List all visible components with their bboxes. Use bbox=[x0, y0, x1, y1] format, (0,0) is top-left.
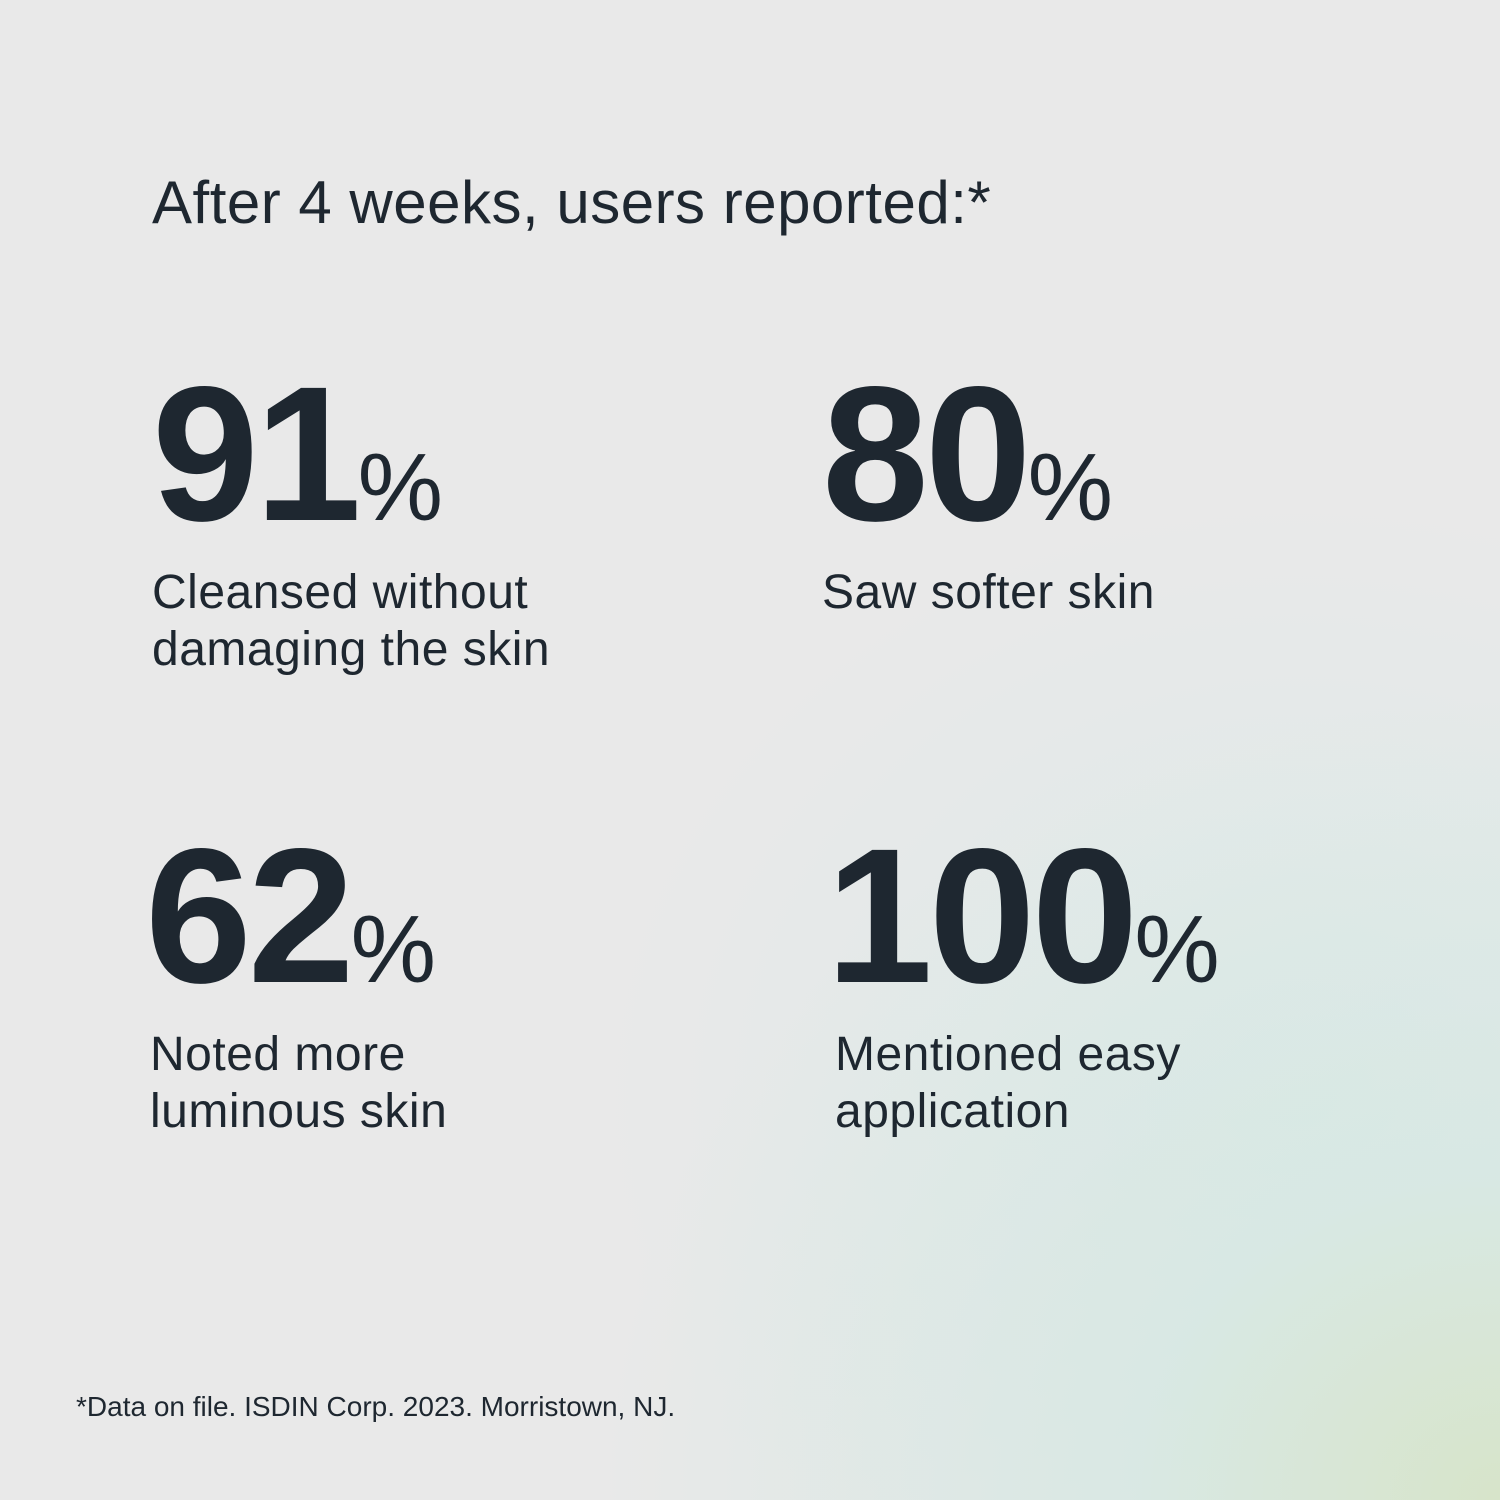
stat-value: 100% bbox=[826, 820, 1220, 1012]
stat-label-line: Saw softer skin bbox=[822, 566, 1155, 619]
stat-80: 80% Saw softer skin bbox=[822, 358, 1155, 621]
stat-unit: % bbox=[357, 434, 443, 541]
stat-value: 91% bbox=[152, 358, 550, 550]
headline: After 4 weeks, users reported:* bbox=[152, 169, 992, 236]
stat-label: Mentioned easy application bbox=[835, 1026, 1220, 1140]
stat-number: 100 bbox=[826, 808, 1138, 1023]
footnote: *Data on file. ISDIN Corp. 2023. Morrist… bbox=[76, 1391, 676, 1422]
stat-label-line: application bbox=[835, 1085, 1070, 1138]
stat-91: 91% Cleansed without damaging the skin bbox=[152, 358, 550, 678]
stat-label-line: Cleansed without bbox=[152, 566, 529, 619]
stat-label-line: Mentioned easy bbox=[835, 1028, 1181, 1081]
stat-number: 80 bbox=[822, 346, 1032, 561]
stat-number: 62 bbox=[145, 808, 355, 1023]
stat-label: Noted more luminous skin bbox=[150, 1026, 447, 1140]
stat-unit: % bbox=[350, 896, 436, 1003]
stat-100: 100% Mentioned easy application bbox=[826, 820, 1220, 1140]
stat-label: Saw softer skin bbox=[822, 564, 1155, 621]
stat-label: Cleansed without damaging the skin bbox=[152, 564, 550, 678]
stat-label-line: Noted more bbox=[150, 1028, 406, 1081]
stat-value: 80% bbox=[822, 358, 1155, 550]
stat-value: 62% bbox=[145, 820, 447, 1012]
stat-number: 91 bbox=[152, 346, 362, 561]
stat-label-line: damaging the skin bbox=[152, 623, 551, 676]
stat-62: 62% Noted more luminous skin bbox=[145, 820, 447, 1140]
stat-unit: % bbox=[1027, 434, 1113, 541]
stat-label-line: luminous skin bbox=[150, 1085, 448, 1138]
stat-unit: % bbox=[1134, 896, 1220, 1003]
